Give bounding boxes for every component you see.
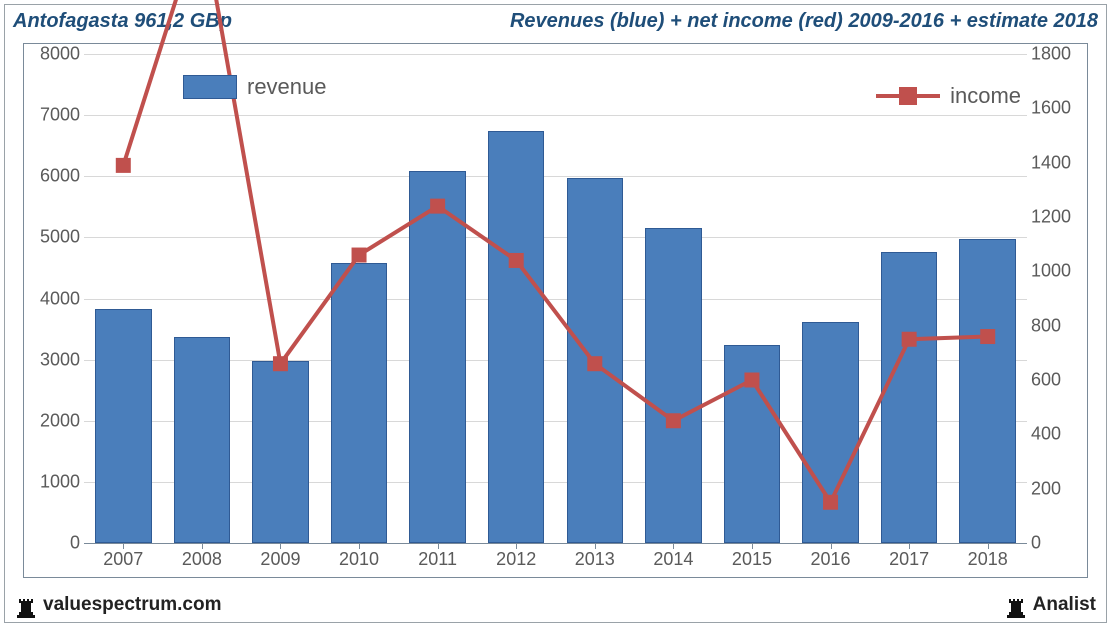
y-tick-left: 5000	[26, 227, 80, 248]
income-marker	[980, 329, 995, 344]
legend-income-label: income	[950, 83, 1021, 109]
income-marker	[273, 356, 288, 371]
chart-frame: Antofagasta 961,2 GBp Revenues (blue) + …	[4, 4, 1107, 623]
legend-income: income	[876, 83, 1021, 109]
y-tick-left: 2000	[26, 410, 80, 431]
income-marker	[902, 332, 917, 347]
y-tick-left: 6000	[26, 166, 80, 187]
y-tick-right: 400	[1031, 424, 1085, 445]
rook-icon	[1005, 592, 1027, 618]
legend-revenue-swatch	[183, 75, 237, 99]
income-marker	[666, 413, 681, 428]
x-tick-label: 2014	[653, 549, 693, 570]
footer-left-text: valuespectrum.com	[43, 594, 221, 616]
y-tick-left: 1000	[26, 471, 80, 492]
footer-right-text: Analist	[1033, 594, 1096, 616]
x-tick-label: 2015	[732, 549, 772, 570]
chart-title-left: Antofagasta 961,2 GBp	[13, 10, 232, 33]
y-tick-right: 0	[1031, 533, 1085, 554]
y-tick-left: 3000	[26, 349, 80, 370]
y-tick-right: 1600	[1031, 98, 1085, 119]
income-marker	[587, 356, 602, 371]
x-tick-label: 2010	[339, 549, 379, 570]
y-tick-right: 600	[1031, 370, 1085, 391]
y-tick-left: 0	[26, 533, 80, 554]
footer-brand-right: Analist	[1005, 592, 1096, 618]
y-tick-right: 1400	[1031, 152, 1085, 173]
x-tick-label: 2018	[968, 549, 1008, 570]
income-marker	[352, 248, 367, 263]
legend-income-swatch	[876, 84, 940, 108]
legend-revenue-label: revenue	[247, 74, 327, 100]
chart-footer: valuespectrum.com Analist	[5, 588, 1106, 622]
y-tick-right: 1800	[1031, 44, 1085, 65]
x-tick-label: 2012	[496, 549, 536, 570]
footer-brand-left: valuespectrum.com	[15, 592, 221, 618]
plot-outer: revenueincome 01000200030004000500060007…	[23, 43, 1088, 578]
x-tick-label: 2008	[182, 549, 222, 570]
y-tick-left: 7000	[26, 105, 80, 126]
y-tick-left: 8000	[26, 44, 80, 65]
income-marker	[430, 199, 445, 214]
y-tick-right: 800	[1031, 315, 1085, 336]
x-tick-label: 2016	[811, 549, 851, 570]
x-tick-label: 2017	[889, 549, 929, 570]
x-tick-label: 2011	[418, 549, 457, 570]
plot-area: revenue income	[84, 54, 1027, 543]
chart-title-right: Revenues (blue) + net income (red) 2009-…	[510, 10, 1098, 33]
legend-revenue: revenue	[183, 74, 327, 100]
gridline	[84, 543, 1027, 544]
x-tick-label: 2009	[260, 549, 300, 570]
y-tick-right: 200	[1031, 478, 1085, 499]
y-tick-right: 1200	[1031, 207, 1085, 228]
income-marker	[116, 158, 131, 173]
x-tick-label: 2013	[575, 549, 615, 570]
income-line-layer	[84, 54, 1027, 543]
income-marker	[509, 253, 524, 268]
y-tick-left: 4000	[26, 288, 80, 309]
y-tick-right: 1000	[1031, 261, 1085, 282]
rook-icon	[15, 592, 37, 618]
income-marker	[744, 373, 759, 388]
income-marker	[823, 495, 838, 510]
x-tick-label: 2007	[103, 549, 143, 570]
